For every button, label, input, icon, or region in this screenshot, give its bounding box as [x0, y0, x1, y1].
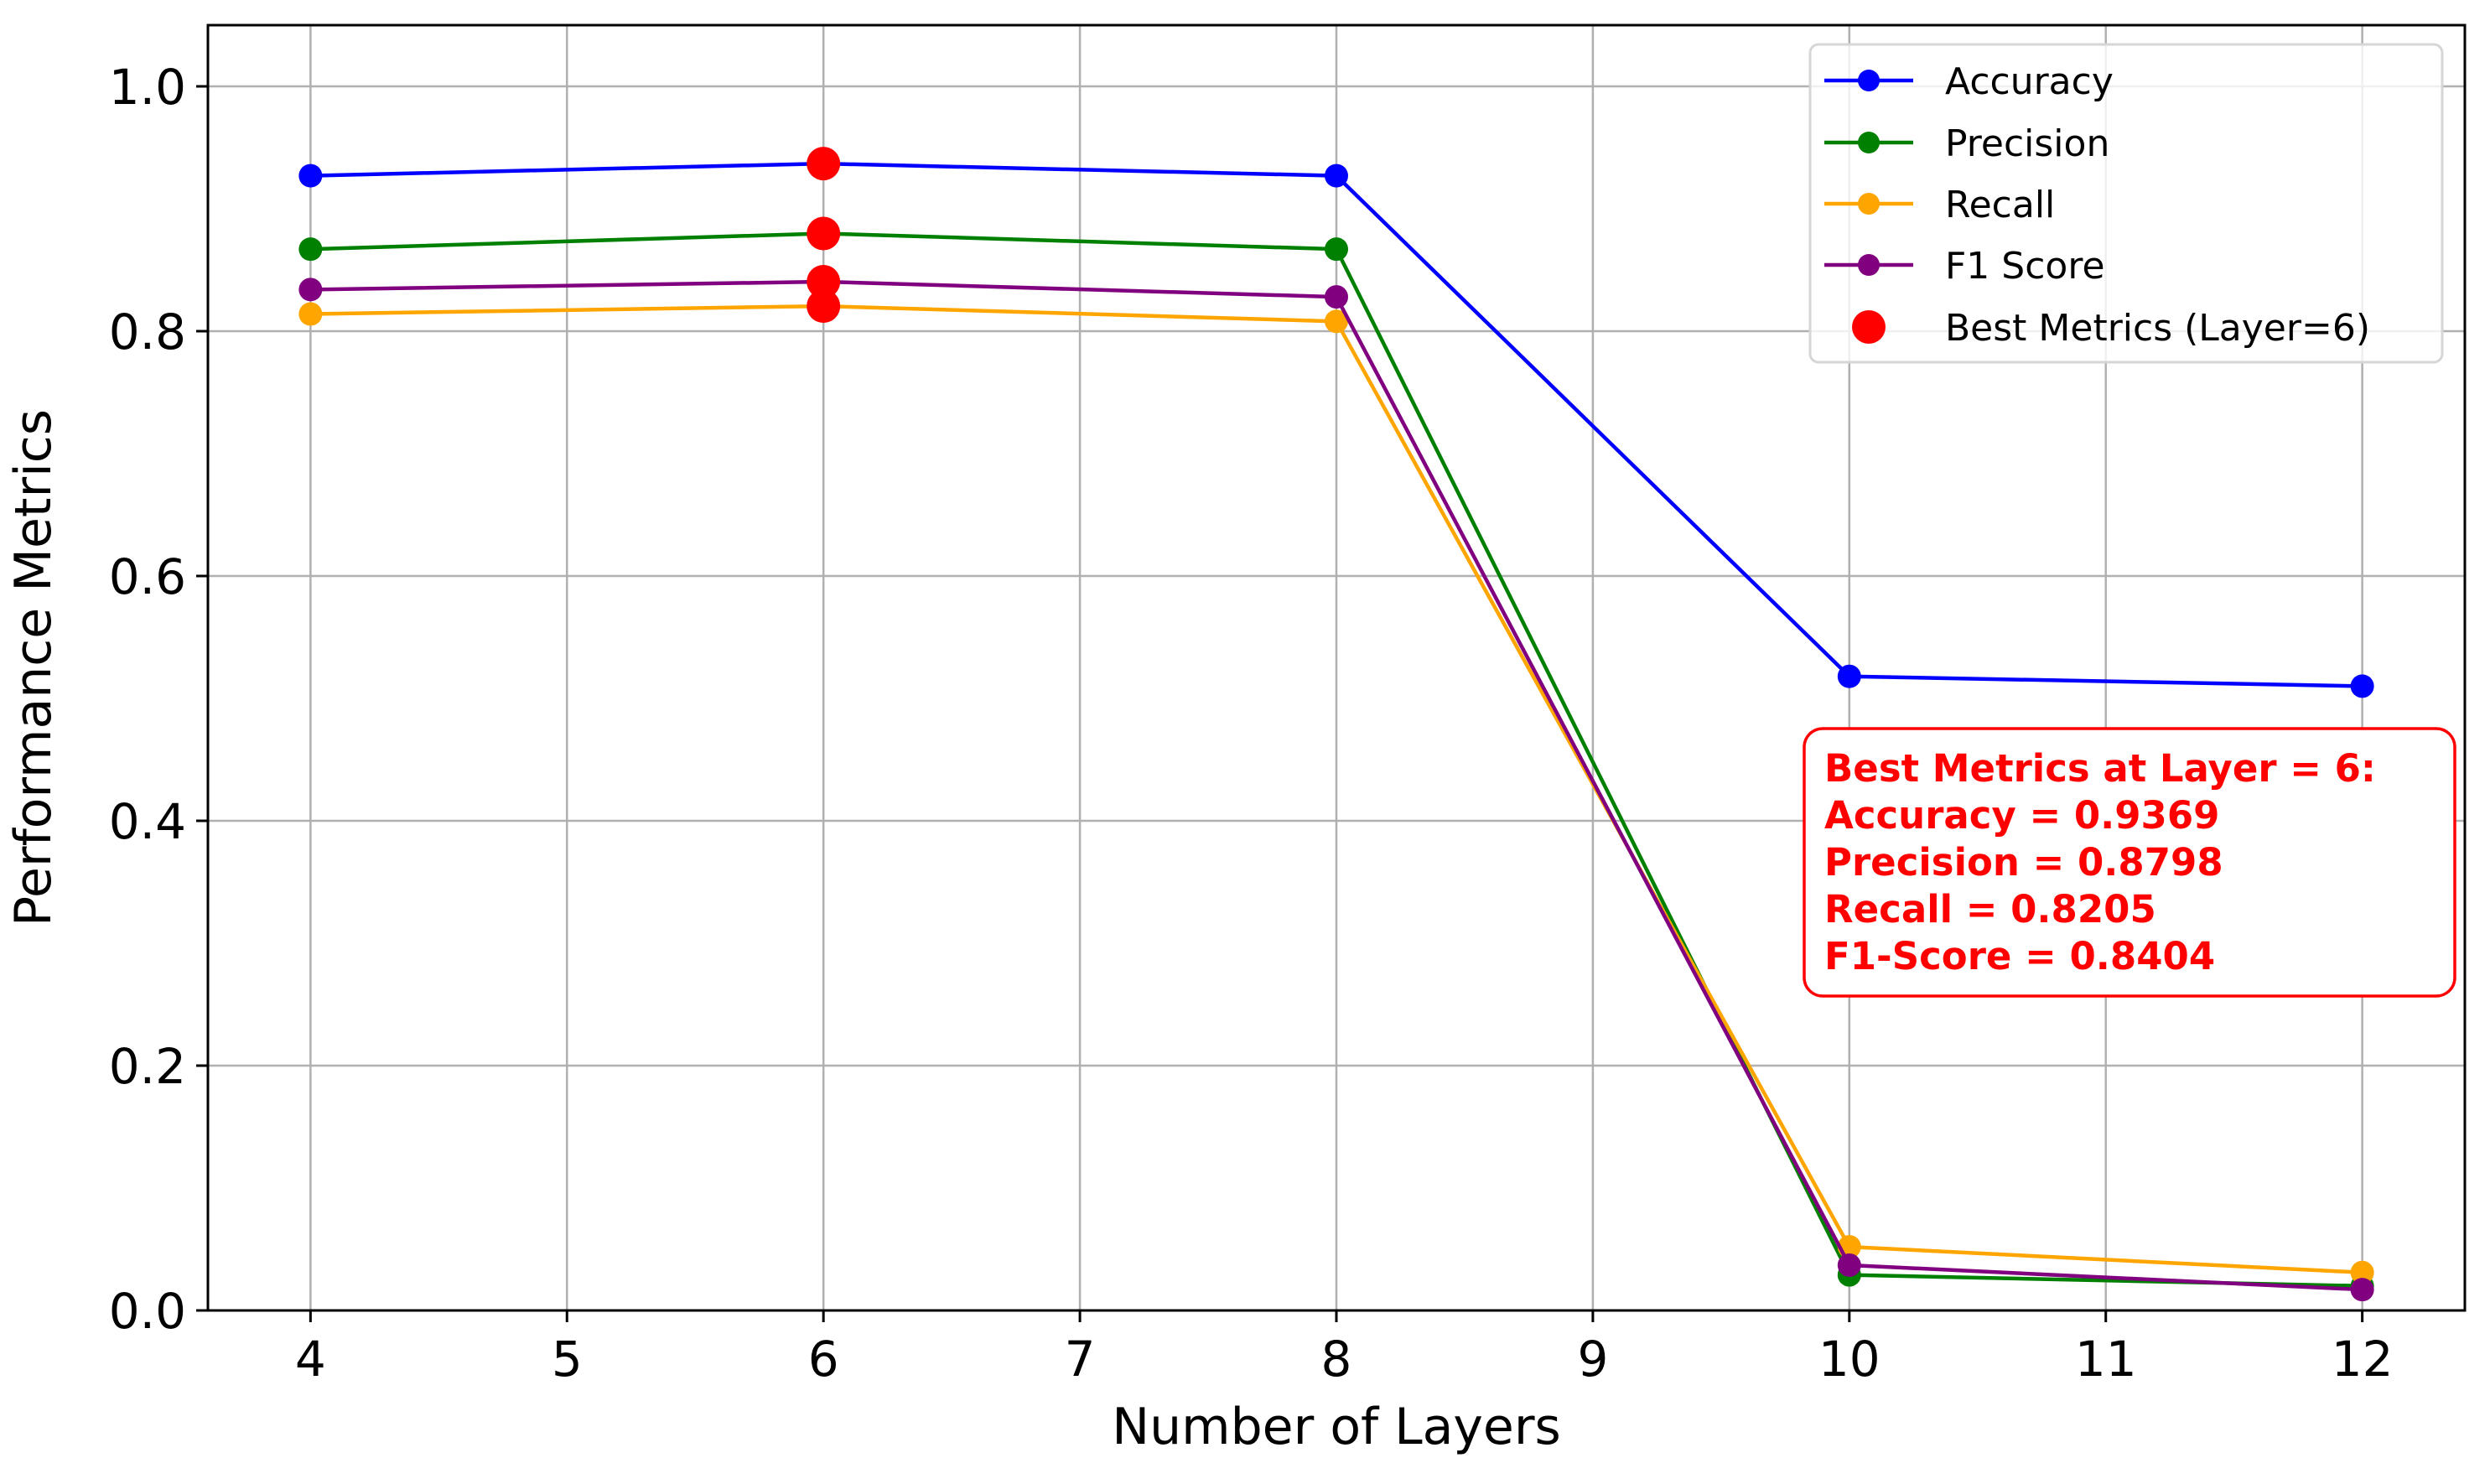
annotation-line: Recall = 0.8205: [1824, 887, 2156, 931]
y-tick-label: 0.6: [109, 548, 186, 605]
y-tick-label: 0.4: [109, 793, 186, 850]
legend-marker-icon: [1858, 70, 1880, 91]
y-tick-label: 1.0: [109, 59, 186, 116]
legend-label: Precision: [1945, 122, 2109, 165]
x-tick-label: 6: [808, 1331, 839, 1388]
legend-item: Best Metrics (Layer=6): [1852, 307, 2370, 350]
annotation-line: Best Metrics at Layer = 6:: [1824, 746, 2376, 791]
x-tick-label: 4: [295, 1331, 326, 1388]
legend-label: Accuracy: [1945, 60, 2114, 103]
data-point: [1325, 309, 1348, 334]
best-metric-marker: [807, 289, 841, 324]
legend: Accuracy Precision Recall F1 Score Best Metr…: [1808, 43, 2444, 364]
data-point: [2350, 1260, 2374, 1284]
x-tick-label: 10: [1818, 1331, 1880, 1388]
data-point: [2350, 1278, 2374, 1302]
x-tick-label: 8: [1321, 1331, 1352, 1388]
data-point: [298, 278, 323, 302]
y-tick-label: 0.8: [109, 304, 186, 361]
data-point: [1837, 1253, 1861, 1277]
data-point: [298, 163, 323, 188]
y-tick-label: 0.2: [109, 1038, 186, 1095]
x-tick-label: 9: [1577, 1331, 1608, 1388]
legend-label: Recall: [1945, 184, 2055, 226]
best-metric-marker: [807, 147, 841, 181]
data-series: [298, 152, 2374, 1302]
x-tick-label: 5: [552, 1331, 583, 1388]
annotation-line: Accuracy = 0.9369: [1824, 793, 2219, 838]
data-point: [1325, 285, 1348, 309]
legend-label: F1 Score: [1945, 245, 2105, 288]
data-point: [298, 237, 323, 262]
annotation-line: F1-Score = 0.8404: [1824, 934, 2215, 978]
legend-label: Best Metrics (Layer=6): [1945, 307, 2370, 350]
data-point: [1325, 237, 1348, 262]
best-metric-marker: [807, 265, 841, 299]
axis-ticks: 4 5 6 7 8 9 10 11 12 0.0 0.2 0.4 0.6 0.8 1.0: [109, 59, 2394, 1388]
x-tick-label: 12: [2332, 1331, 2394, 1388]
legend-item: Precision: [1824, 122, 2109, 165]
x-tick-label: 11: [2075, 1331, 2137, 1388]
best-metric-marker: [807, 216, 841, 251]
legend-item: Recall: [1824, 184, 2055, 226]
legend-item: Accuracy: [1824, 60, 2114, 103]
data-point: [2350, 674, 2374, 698]
best-metrics-markers: [807, 147, 841, 324]
x-tick-label: 7: [1065, 1331, 1096, 1388]
data-point: [1325, 163, 1348, 188]
legend-frame: [1808, 43, 2444, 364]
legend-marker-icon: [1858, 193, 1880, 215]
best-metrics-annotation: Best Metrics at Layer = 6:Accuracy = 0.9…: [1803, 727, 2456, 998]
legend-marker-icon: [1858, 132, 1880, 153]
y-tick-label: 0.0: [109, 1283, 186, 1340]
legend-marker-icon: [1858, 254, 1880, 276]
y-axis-label: Performance Metrics: [4, 409, 63, 926]
legend-marker-icon: [1852, 310, 1886, 344]
annotation-line: Precision = 0.8798: [1824, 840, 2223, 885]
legend-item: F1 Score: [1824, 245, 2105, 288]
annotation-box: [1803, 727, 2456, 998]
x-axis-label: Number of Layers: [1112, 1398, 1561, 1456]
data-point: [1837, 664, 1861, 688]
data-point: [298, 302, 323, 326]
